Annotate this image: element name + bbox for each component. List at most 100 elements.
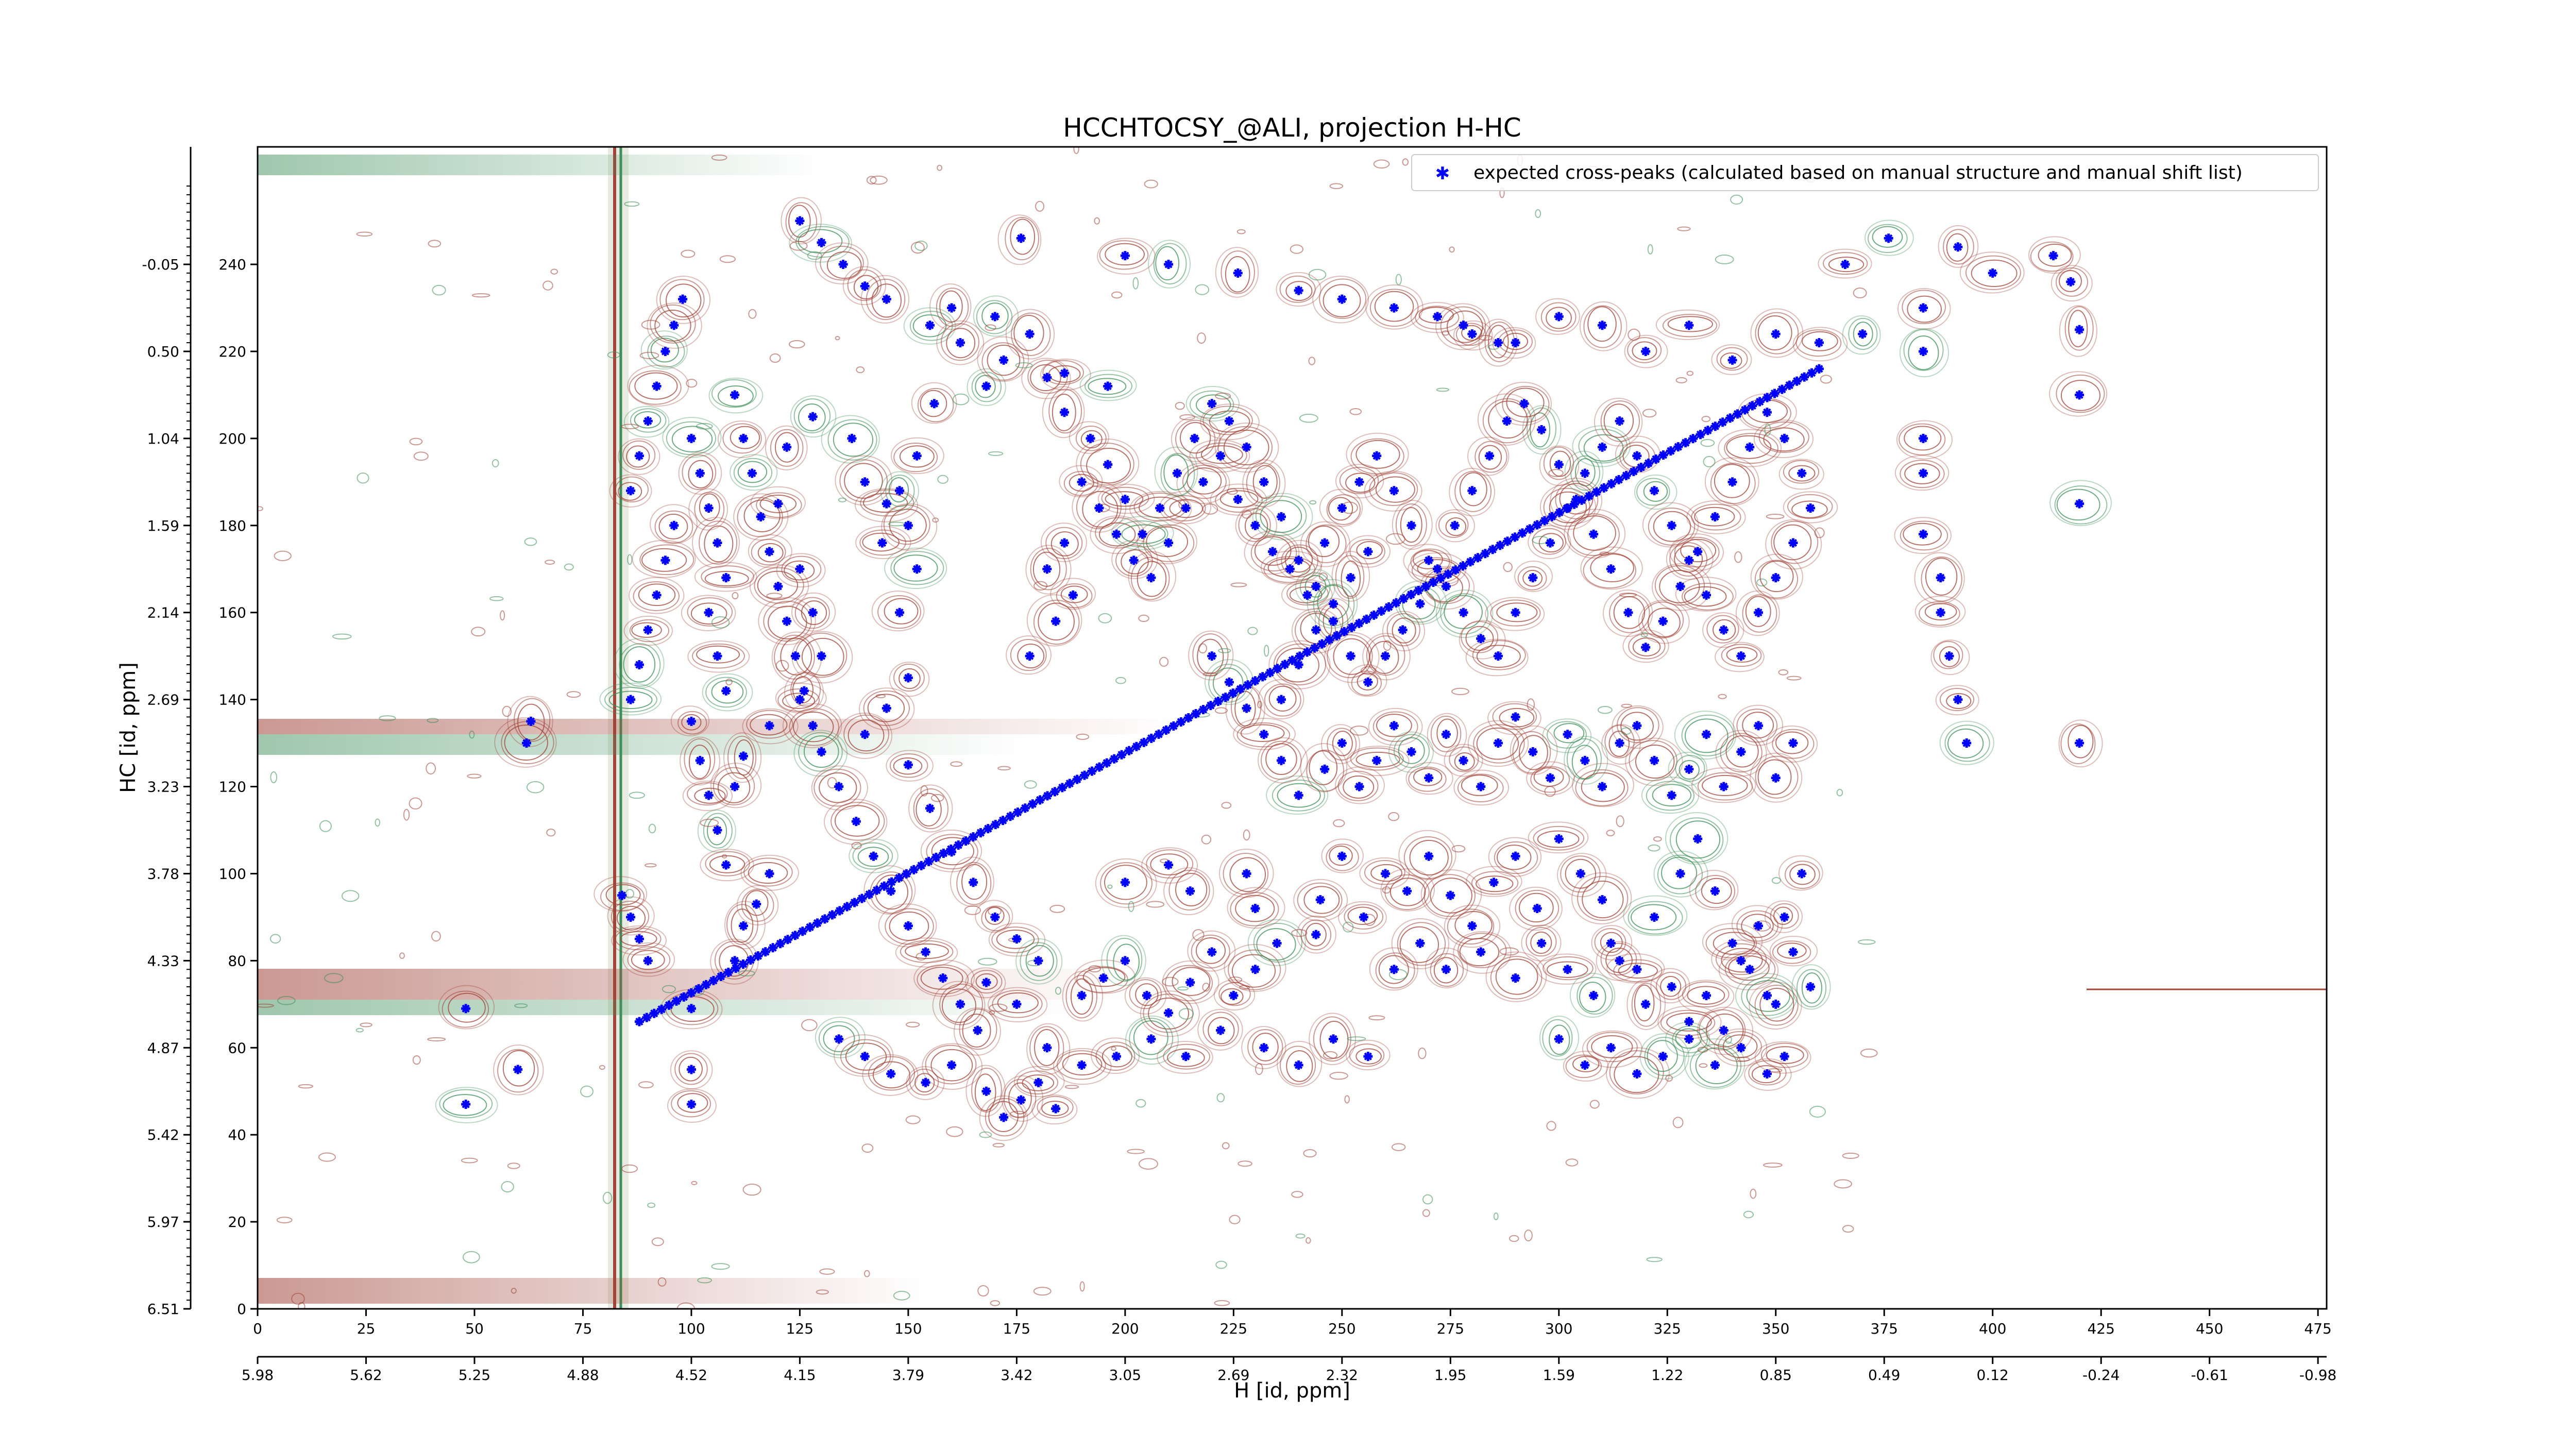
contour-ring [1405, 762, 1453, 795]
contour-ring [1502, 385, 1550, 423]
x-ppm-tick-label: 1.59 [1543, 1367, 1575, 1384]
noise-contour [500, 610, 505, 621]
contour-ring [674, 1053, 708, 1085]
contour-ring [1221, 250, 1255, 294]
contour-ring [1485, 951, 1547, 1002]
contour-ring [1546, 961, 1588, 978]
contour-ring [1766, 725, 1818, 763]
cross-peak-marker [895, 486, 905, 496]
noise-contour [1524, 1229, 1533, 1242]
cross-peak-marker [1354, 618, 1364, 628]
cross-peak-marker [634, 934, 644, 944]
contour-ring [654, 510, 693, 544]
noise-contour [681, 249, 696, 258]
cross-peak-marker [1347, 622, 1357, 632]
cross-peak-marker [1814, 338, 1824, 348]
contour-ring [1724, 953, 1776, 986]
cross-peak-marker [1072, 774, 1082, 784]
contour-ring [1349, 539, 1385, 565]
contour-ring [1197, 1009, 1243, 1051]
contour-ring [975, 973, 998, 990]
noise-contour [1215, 392, 1231, 400]
contour-ring [860, 489, 914, 517]
contour-ring [977, 336, 1029, 382]
noise-contour [1422, 1209, 1430, 1217]
contour-ring [517, 703, 545, 740]
noise-contour [648, 823, 656, 834]
contour-ring [1899, 328, 1950, 378]
contour-ring [1273, 643, 1327, 685]
cross-peak-marker [1207, 651, 1217, 661]
contour-ring [709, 855, 745, 873]
contour-ring [1369, 947, 1418, 991]
cross-peak-marker [1259, 1043, 1269, 1053]
cross-peak-marker [1584, 491, 1594, 501]
contour-ring [1564, 450, 1604, 494]
contour-ring [913, 959, 975, 997]
contour-ring [1257, 737, 1308, 784]
cross-peak-marker [1207, 399, 1217, 409]
contour-ring [702, 673, 753, 712]
cross-peak-marker [1065, 779, 1075, 788]
contour-ring [1791, 500, 1828, 518]
noise-contour [644, 863, 657, 868]
noise-contour [1238, 1160, 1252, 1167]
contour-ring [1900, 459, 1945, 488]
cross-peak-marker [678, 294, 688, 304]
contour-ring [1080, 443, 1134, 486]
noise-contour [1159, 656, 1169, 667]
contour-ring [1714, 464, 1750, 498]
contour-ring [1587, 306, 1617, 342]
cross-peak-marker [1042, 1043, 1052, 1053]
cross-peak-marker [1362, 614, 1371, 624]
cross-peak-marker [912, 451, 922, 461]
contour-ring [1331, 551, 1370, 602]
contour-ring [1041, 1101, 1069, 1117]
noise-contour [1597, 706, 1613, 714]
contour-ring [1129, 1018, 1174, 1060]
contour-ring [607, 896, 655, 936]
contour-ring [1487, 701, 1541, 735]
contour-ring [710, 763, 762, 808]
contour-ring [1828, 257, 1865, 273]
noise-contour [1035, 200, 1045, 212]
contour-ring [1345, 1039, 1391, 1071]
contour-ring [775, 683, 827, 714]
contour-ring [743, 499, 781, 532]
contour-ring [1914, 596, 1966, 628]
contour-ring [1553, 723, 1585, 744]
contour-ring [1750, 553, 1803, 600]
cross-peak-marker [765, 547, 774, 557]
cross-peak-marker [947, 303, 957, 313]
contour-ring [2068, 310, 2088, 347]
contour-ring [1146, 849, 1194, 879]
contour-ring [1749, 981, 1802, 1030]
contour-ring [667, 1088, 717, 1123]
noise-contour [1146, 901, 1165, 908]
noise-contour [298, 1302, 306, 1309]
x-ppm-tick-label: 5.25 [459, 1367, 490, 1384]
contour-ring [688, 460, 714, 488]
cross-peak-marker [1325, 635, 1334, 645]
cross-peak-marker [1519, 399, 1529, 409]
contour-ring [991, 926, 1039, 953]
noise-contour [621, 424, 639, 429]
contour-ring [1040, 523, 1088, 562]
x-ppm-tick-label: -0.98 [2299, 1367, 2336, 1384]
contour-ring [946, 328, 976, 359]
x-ppm-axis: 5.98 5.62 5.25 4.88 4.52 4.15 3.79 3.42 3.05 2.69… [242, 1356, 2336, 1384]
contour-ring [1720, 733, 1762, 773]
cross-peak-marker [1755, 397, 1765, 407]
contour-ring [1604, 724, 1635, 759]
contour-ring [1947, 728, 1984, 759]
cross-peak-marker [1381, 651, 1391, 661]
contour-ring [1679, 760, 1700, 780]
cross-peak-marker [1554, 508, 1564, 517]
cross-peak-marker [1684, 1017, 1694, 1026]
contour-ring [1056, 1050, 1106, 1080]
cross-peak-marker [1164, 1008, 1174, 1018]
contour-ring [2058, 719, 2103, 768]
noise-contour [1385, 533, 1405, 545]
cross-peak-marker [1614, 475, 1624, 484]
cross-peak-marker [860, 477, 870, 487]
